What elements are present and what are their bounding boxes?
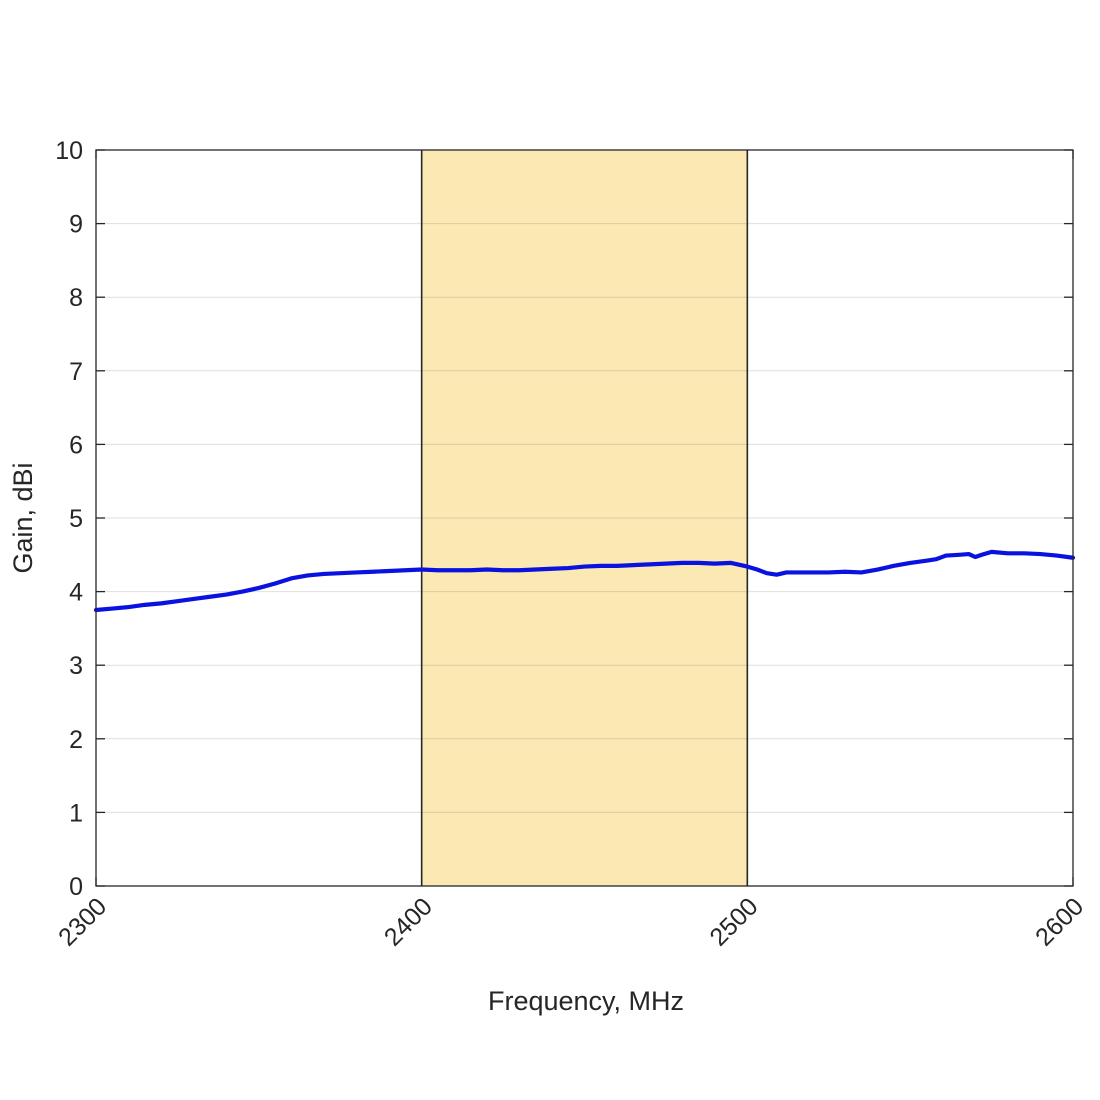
y-tick-label: 8 bbox=[69, 284, 83, 312]
gain-series-line bbox=[93, 549, 1076, 613]
y-tick-label: 10 bbox=[55, 137, 83, 165]
y-tick-label: 1 bbox=[69, 799, 83, 827]
frequency-band bbox=[421, 150, 748, 886]
y-axis-label: Gain, dBi bbox=[8, 462, 38, 573]
series-layer bbox=[93, 549, 1076, 613]
y-tick-label: 5 bbox=[69, 505, 83, 533]
y-tick-label: 4 bbox=[69, 579, 83, 607]
y-tick-label: 9 bbox=[69, 211, 83, 239]
tick-layer bbox=[95, 149, 1074, 887]
y-tick-label: 6 bbox=[69, 431, 83, 459]
y-tick-label: 3 bbox=[69, 652, 83, 680]
x-axis-label: Frequency, MHz bbox=[488, 986, 684, 1016]
y-tick-label: 7 bbox=[69, 358, 83, 386]
y-tick-labels: 0 1 2 3 4 5 6 7 8 9 10 bbox=[55, 137, 83, 901]
grid-layer bbox=[96, 223, 1073, 813]
y-tick-label: 0 bbox=[69, 873, 83, 901]
band-edge-layer bbox=[420, 150, 749, 886]
frequency-band-layer bbox=[421, 150, 748, 886]
y-tick-label: 2 bbox=[69, 726, 83, 754]
